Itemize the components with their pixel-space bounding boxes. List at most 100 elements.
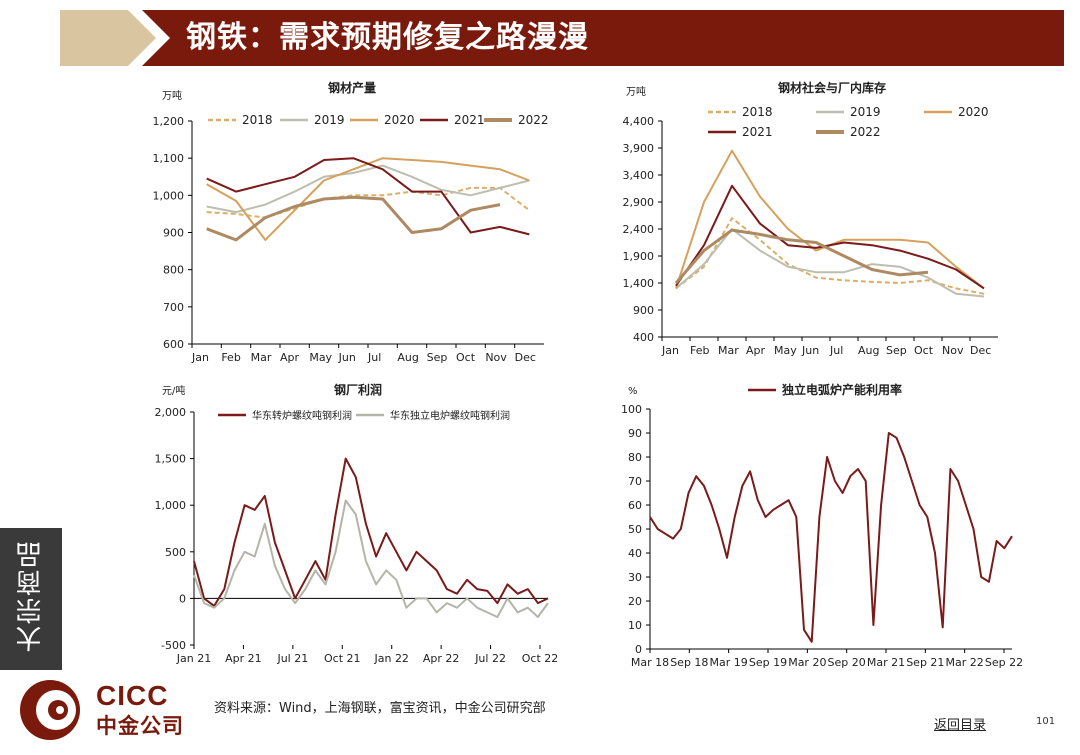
- c1-series-1-line: [206, 164, 530, 214]
- c2-x-tick-label: May: [774, 344, 797, 357]
- c1-x-tick-label: Dec: [515, 351, 536, 364]
- c3-y-tick-label: 1,500: [155, 453, 187, 466]
- c2-title: 钢材社会与厂内库存: [778, 80, 886, 95]
- c1-x-tick-label: Mar: [251, 351, 272, 364]
- c4-y-tick-label: 20: [628, 595, 642, 608]
- c4-y-tick-label: 80: [628, 451, 642, 464]
- c4-series-0-line: [649, 432, 1013, 643]
- c3-x-tick-label: Apr 21: [225, 652, 262, 665]
- c2-y-tick-label: 3,900: [623, 142, 655, 155]
- c1-series-3-line: [206, 157, 530, 236]
- c1-y-tick-label: 1,200: [153, 115, 185, 128]
- c4-y-tick-label: 70: [628, 475, 642, 488]
- c3-x-tick-label: Oct 22: [522, 652, 559, 665]
- c2-series-3-line: [675, 184, 985, 290]
- c2-x-tick-label: Dec: [970, 344, 991, 357]
- c4-x-tick-label: Sep 18: [670, 656, 708, 669]
- c3-x-tick-label: Jul 22: [474, 652, 506, 665]
- c3-x-tick-label: Jan 22: [373, 652, 408, 665]
- c2-x-tick-label: Jun: [801, 344, 819, 357]
- c1-y-tick-label: 700: [163, 301, 184, 314]
- c1-x-tick-label: May: [309, 351, 332, 364]
- c1-title: 钢材产量: [328, 80, 376, 95]
- c1-x-tick-label: Apr: [280, 351, 300, 364]
- c3-y-tick-label: 0: [179, 592, 186, 605]
- c4-unit: %: [628, 386, 638, 397]
- header-banner: [60, 10, 1064, 66]
- c1-series-4-line: [206, 195, 501, 242]
- c2-y-tick-label: 400: [633, 331, 654, 344]
- c1-x-tick-label: Oct: [456, 351, 476, 364]
- c2-x-tick-label: Jan: [661, 344, 679, 357]
- c1-legend-4-label: 2022: [518, 113, 549, 127]
- c2-legend-3-label: 2021: [742, 125, 773, 139]
- c1-series-0-line: [206, 186, 530, 219]
- c1-x-tick-label: Sep: [427, 351, 448, 364]
- c3-y-tick-label: 500: [165, 546, 186, 559]
- c3-x-tick-label: Oct 21: [324, 652, 361, 665]
- c2-y-tick-label: 3,400: [623, 169, 655, 182]
- c3-x-tick-label: Apr 22: [423, 652, 460, 665]
- c1-x-tick-label: Jun: [338, 351, 356, 364]
- c1-y-tick-label: 1,000: [153, 189, 185, 202]
- c3-series-0-line: [193, 457, 549, 607]
- c2-x-tick-label: Apr: [746, 344, 766, 357]
- c1-x-tick-label: Nov: [485, 351, 507, 364]
- c4-x-tick-label: Mar 22: [946, 656, 984, 669]
- c1-legend-0-label: 2018: [242, 113, 273, 127]
- c3-legend-0-label: 华东转炉螺纹吨钢利润: [252, 409, 352, 422]
- c3-series-1-line: [193, 499, 549, 618]
- c4-legend-0-label: 独立电弧炉产能利用率: [781, 382, 902, 397]
- c2-y-tick-label: 2,900: [623, 196, 655, 209]
- c1-x-tick-label: Aug: [397, 351, 418, 364]
- c2-x-tick-label: Aug: [858, 344, 879, 357]
- c1-y-tick-label: 800: [163, 264, 184, 277]
- c4-x-tick-label: Sep 21: [906, 656, 944, 669]
- c2-unit: 万吨: [626, 85, 646, 98]
- source-note: 资料来源：Wind，上海钢联，富宝资讯，中金公司研究部: [214, 701, 546, 716]
- c4-x-tick-label: Sep 20: [828, 656, 866, 669]
- c1-x-tick-label: Jul: [367, 351, 381, 364]
- c1-legend-1-label: 2019: [314, 113, 345, 127]
- c1-x-tick-label: Jan: [191, 351, 209, 364]
- c1-legend-2-label: 2020: [384, 113, 415, 127]
- c2-x-tick-label: Nov: [942, 344, 964, 357]
- c2-legend-1-label: 2019: [850, 105, 881, 119]
- c1-y-tick-label: 1,100: [153, 152, 185, 165]
- c2-x-tick-label: Mar: [718, 344, 739, 357]
- back-to-contents-link[interactable]: 返回目录: [934, 718, 987, 733]
- c4-y-tick-label: 60: [628, 499, 642, 512]
- c4-y-tick-label: 100: [621, 403, 642, 416]
- c1-legend-3-label: 2021: [454, 113, 485, 127]
- c2-legend-4-label: 2022: [850, 125, 881, 139]
- c4-x-tick-label: Sep 22: [985, 656, 1023, 669]
- page-number: 101: [1036, 716, 1056, 727]
- c4-y-tick-label: 10: [628, 619, 642, 632]
- c2-series-4-line: [674, 228, 929, 284]
- c3-legend-1-label: 华东独立电炉螺纹吨钢利润: [390, 409, 510, 422]
- c4-y-tick-label: 50: [628, 523, 642, 536]
- logo-text-cn: 中金公司: [96, 714, 184, 738]
- c2-legend-0-label: 2018: [742, 105, 773, 119]
- c4-x-tick-label: Mar 18: [631, 656, 669, 669]
- c2-x-tick-label: Oct: [914, 344, 934, 357]
- c2-y-tick-label: 4,400: [623, 115, 655, 128]
- c1-y-tick-label: 600: [163, 338, 184, 351]
- c3-y-tick-label: 1,000: [155, 499, 187, 512]
- c4-y-tick-label: 40: [628, 547, 642, 560]
- c3-x-tick-label: Jan 21: [176, 652, 211, 665]
- c1-y-tick-label: 900: [163, 227, 184, 240]
- c4-x-tick-label: Mar 20: [788, 656, 826, 669]
- logo-text-en: CICC: [96, 680, 169, 711]
- c3-x-tick-label: Jul 21: [276, 652, 308, 665]
- c3-y-tick-label: 2,000: [155, 406, 187, 419]
- c2-legend-2-label: 2020: [958, 105, 989, 119]
- c1-unit: 万吨: [162, 89, 182, 102]
- c2-x-tick-label: Feb: [690, 344, 709, 357]
- cicc-logo-icon: [20, 680, 80, 740]
- c2-x-tick-label: Jul: [829, 344, 843, 357]
- c3-y-tick-label: -500: [161, 639, 186, 652]
- c1-x-tick-label: Feb: [221, 351, 240, 364]
- c2-y-tick-label: 1,900: [623, 250, 655, 263]
